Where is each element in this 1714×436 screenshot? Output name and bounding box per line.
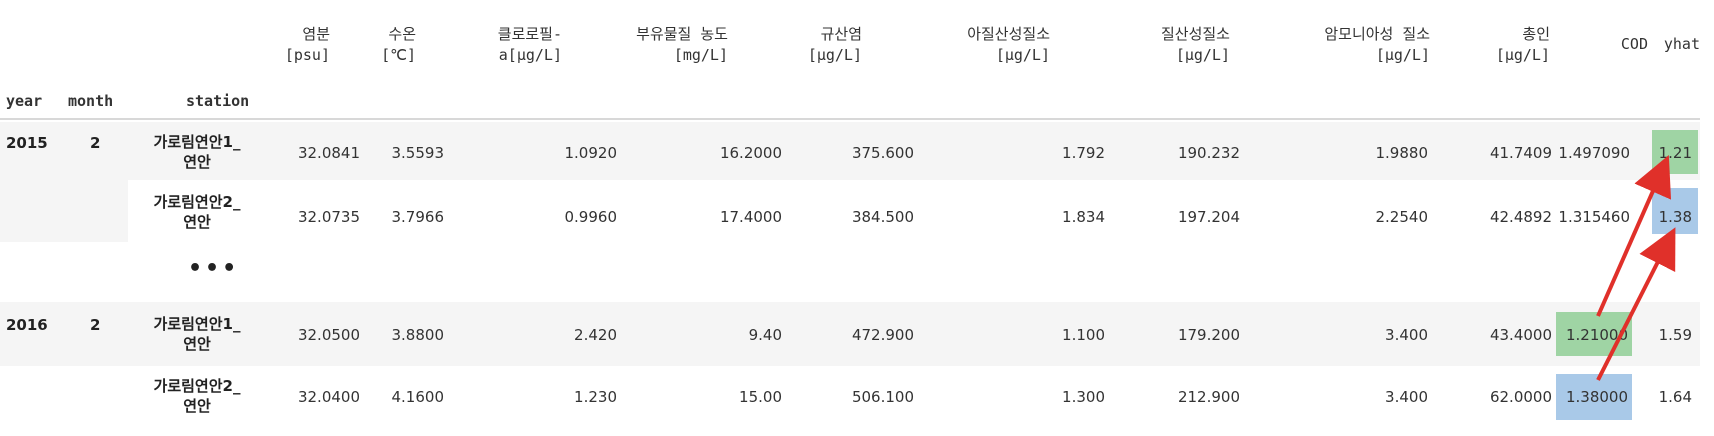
cell-no3: 197.204 — [1177, 208, 1240, 226]
row-band-1 — [0, 122, 1700, 180]
cell-temp: 3.7966 — [391, 208, 445, 226]
cell-no2: 1.834 — [1062, 208, 1105, 226]
cell-ss: 9.40 — [748, 326, 782, 344]
cell-si: 384.500 — [851, 208, 914, 226]
col-header-no3: 질산성질소 [μg/L] — [1160, 25, 1230, 64]
cell-salinity: 32.0500 — [297, 326, 360, 344]
cell-yhat: 1.38 — [1658, 208, 1692, 226]
cell-si: 375.600 — [851, 144, 914, 162]
cell-chl: 0.9960 — [564, 208, 618, 226]
row-band-1b — [0, 180, 128, 242]
cell-no3: 212.900 — [1177, 388, 1240, 406]
header-divider — [0, 118, 1700, 120]
arrow-cod-to-yhat-2 — [1596, 227, 1676, 381]
cell-tp: 43.4000 — [1489, 326, 1552, 344]
cell-chl: 2.420 — [574, 326, 617, 344]
arrow-cod-to-yhat-1 — [1596, 155, 1672, 317]
cell-tp: 41.7409 — [1489, 144, 1552, 162]
col-header-cod: COD — [1620, 35, 1648, 53]
cell-nh4: 3.400 — [1385, 326, 1428, 344]
highlight-cod-row4 — [1556, 374, 1632, 420]
index-header-month: month — [68, 92, 114, 110]
cell-salinity: 32.0735 — [297, 208, 360, 226]
cell-cod: 1.21000 — [1565, 326, 1628, 344]
cell-yhat: 1.59 — [1658, 326, 1692, 344]
row-month: 2 — [90, 316, 101, 334]
row-year: 2016 — [6, 316, 48, 334]
cell-no3: 179.200 — [1177, 326, 1240, 344]
cell-ss: 15.00 — [739, 388, 782, 406]
cell-salinity: 32.0400 — [297, 388, 360, 406]
cell-chl: 1.0920 — [564, 144, 618, 162]
col-header-no2: 아질산성질소 [μg/L] — [967, 25, 1050, 64]
row-year: 2015 — [6, 134, 48, 152]
cell-temp: 4.1600 — [391, 388, 445, 406]
cell-salinity: 32.0841 — [297, 144, 360, 162]
cell-nh4: 3.400 — [1385, 388, 1428, 406]
cell-cod: 1.38000 — [1565, 388, 1628, 406]
cell-ss: 17.4000 — [719, 208, 782, 226]
cell-nh4: 1.9880 — [1375, 144, 1429, 162]
row-station: 가로림연안2_ 연안 — [153, 377, 241, 415]
row-month: 2 — [90, 134, 101, 152]
cell-tp: 62.0000 — [1489, 388, 1552, 406]
index-header-station: station — [186, 92, 250, 110]
col-header-salinity: 염분 [psu] — [284, 25, 330, 64]
cell-yhat: 1.64 — [1658, 388, 1692, 406]
col-header-temp: 수온 [℃] — [381, 25, 416, 64]
cell-temp: 3.8800 — [391, 326, 445, 344]
ellipsis: ••• — [188, 256, 240, 281]
cell-ss: 16.2000 — [719, 144, 782, 162]
row-station: 가로림연안1_ 연안 — [153, 315, 241, 353]
index-header-year: year — [6, 92, 43, 110]
col-header-yhat: yhat — [1663, 35, 1700, 53]
col-header-si: 규산염 [μg/L] — [807, 25, 862, 64]
cell-si: 472.900 — [851, 326, 914, 344]
cell-no2: 1.100 — [1062, 326, 1105, 344]
cell-chl: 1.230 — [574, 388, 617, 406]
cell-nh4: 2.2540 — [1375, 208, 1429, 226]
row-station: 가로림연안2_ 연안 — [153, 193, 241, 231]
cell-cod: 1.315460 — [1558, 208, 1630, 226]
cell-si: 506.100 — [851, 388, 914, 406]
cell-no3: 190.232 — [1177, 144, 1240, 162]
col-header-tp: 총인 [μg/L] — [1495, 25, 1550, 64]
col-header-ss: 부유물질 농도 [mg/L] — [636, 25, 728, 64]
cell-tp: 42.4892 — [1489, 208, 1552, 226]
cell-temp: 3.5593 — [391, 144, 445, 162]
cell-no2: 1.792 — [1062, 144, 1105, 162]
col-header-chl: 클로로필- a[μg/L] — [497, 25, 562, 64]
row-station: 가로림연안1_ 연안 — [153, 133, 241, 171]
cell-no2: 1.300 — [1062, 388, 1105, 406]
col-header-nh4: 암모니아성 질소 [μg/L] — [1324, 25, 1430, 64]
row-band-3 — [0, 302, 1700, 366]
cell-cod: 1.497090 — [1558, 144, 1630, 162]
